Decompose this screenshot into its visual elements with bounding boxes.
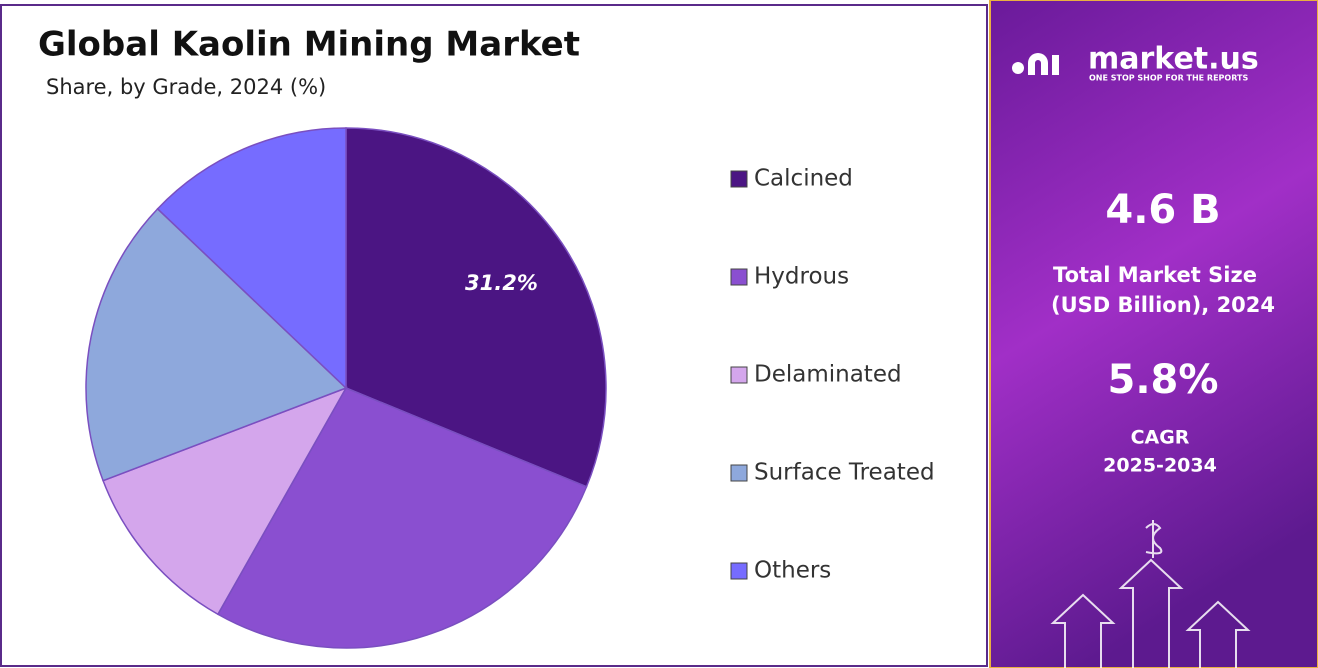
legend-label: Surface Treated — [754, 460, 935, 486]
legend: Calcined Hydrous Delaminated Surface Treate… — [730, 166, 935, 584]
legend-label: Calcined — [754, 166, 853, 192]
market-size-label: (USD Billion), 2024 — [1051, 293, 1275, 317]
logo-icon — [1012, 53, 1059, 75]
pie-slice — [345, 127, 607, 488]
cagr-period: 2025-2034 — [1103, 455, 1217, 477]
pie-slice — [85, 207, 348, 482]
legend-label: Hydrous — [754, 264, 849, 290]
legend-label: Delaminated — [754, 362, 902, 388]
legend-swatch — [730, 268, 748, 286]
legend-swatch — [730, 366, 748, 384]
arrows-decoration — [1050, 520, 1251, 668]
legend-swatch — [730, 464, 748, 482]
legend-label: Others — [754, 558, 831, 584]
cagr-value: 5.8% — [1108, 357, 1219, 403]
chart-subtitle: Share, by Grade, 2024 (%) — [46, 75, 326, 99]
logo-text: market.us — [1088, 42, 1259, 77]
pie: 31.2% — [85, 127, 607, 649]
cagr-label: CAGR — [1131, 427, 1190, 449]
legend-swatch — [730, 170, 748, 188]
logo-tagline: ONE STOP SHOP FOR THE REPORTS — [1089, 74, 1248, 83]
data-label: 31.2% — [465, 271, 538, 295]
market-size-label: Total Market Size — [1053, 263, 1257, 287]
pie-slice — [156, 127, 347, 390]
chart-title: Global Kaolin Mining Market — [38, 25, 580, 65]
legend-swatch — [730, 562, 748, 580]
pie-slice — [102, 386, 348, 616]
side-panel — [989, 0, 1318, 668]
market-size: 4.6 B — [1105, 187, 1220, 233]
